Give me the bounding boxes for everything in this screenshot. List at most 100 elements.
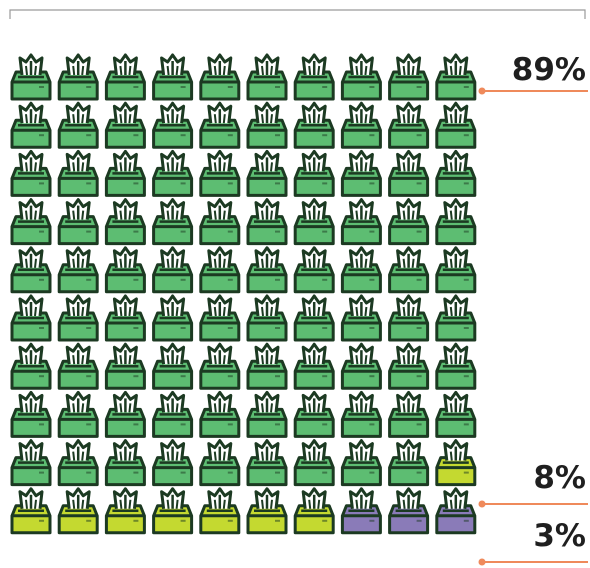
tissue-box-icon: [199, 101, 241, 149]
annotation-dot: [478, 87, 486, 95]
tissue-box-icon: [388, 53, 430, 101]
tissue-box-icon: [340, 390, 382, 438]
tissue-box-icon: [340, 439, 382, 487]
tissue-box-icon: [340, 149, 382, 197]
tissue-box-icon: [435, 246, 477, 294]
tissue-box-icon: [293, 246, 335, 294]
tissue-box-icon: [293, 390, 335, 438]
tissue-box-icon: [340, 487, 382, 535]
tissue-box-icon: [57, 439, 99, 487]
tissue-box-icon: [246, 149, 288, 197]
tissue-box-icon: [10, 198, 52, 246]
tissue-box-icon: [57, 246, 99, 294]
tissue-box-icon: [435, 342, 477, 390]
tissue-box-icon: [388, 342, 430, 390]
tissue-box-icon: [104, 390, 146, 438]
tissue-box-icon: [152, 246, 194, 294]
tissue-box-icon: [293, 101, 335, 149]
tissue-box-icon: [435, 487, 477, 535]
tissue-box-icon: [435, 101, 477, 149]
tissue-box-icon: [388, 439, 430, 487]
tissue-box-icon: [340, 342, 382, 390]
tissue-box-icon: [104, 439, 146, 487]
tissue-box-icon: [57, 487, 99, 535]
tissue-box-icon: [388, 246, 430, 294]
percent-label: 3%: [533, 518, 586, 554]
tissue-box-icon: [246, 342, 288, 390]
tissue-box-icon: [152, 390, 194, 438]
annotation-dot: [478, 558, 486, 566]
tissue-box-icon: [10, 390, 52, 438]
tissue-box-icon: [10, 439, 52, 487]
tissue-box-icon: [388, 101, 430, 149]
tissue-box-icon: [340, 198, 382, 246]
tissue-box-icon: [199, 149, 241, 197]
tissue-box-icon: [57, 198, 99, 246]
tissue-box-icon: [152, 53, 194, 101]
tissue-box-icon: [246, 390, 288, 438]
percent-label: 89%: [512, 52, 586, 88]
tissue-box-icon: [388, 198, 430, 246]
tissue-box-icon: [293, 198, 335, 246]
tissue-box-icon: [10, 101, 52, 149]
tissue-box-icon: [435, 390, 477, 438]
waffle-icons: [10, 53, 477, 535]
tissue-box-icon: [246, 487, 288, 535]
tissue-box-icon: [388, 487, 430, 535]
tissue-box-icon: [57, 53, 99, 101]
tissue-box-icon: [199, 294, 241, 342]
tissue-box-icon: [57, 390, 99, 438]
tissue-box-icon: [340, 53, 382, 101]
tissue-box-icon: [293, 149, 335, 197]
tissue-box-icon: [104, 294, 146, 342]
tissue-box-icon: [199, 246, 241, 294]
tissue-box-icon: [246, 198, 288, 246]
tissue-box-icon: [199, 342, 241, 390]
tissue-box-icon: [388, 294, 430, 342]
tissue-box-icon: [246, 294, 288, 342]
tissue-box-icon: [10, 487, 52, 535]
tissue-box-icon: [104, 246, 146, 294]
tissue-box-icon: [246, 101, 288, 149]
tissue-box-icon: [57, 342, 99, 390]
tissue-box-icon: [199, 487, 241, 535]
tissue-box-icon: [104, 101, 146, 149]
tissue-box-icon: [199, 53, 241, 101]
tissue-box-icon: [10, 294, 52, 342]
tissue-box-icon: [199, 390, 241, 438]
tissue-box-icon: [293, 53, 335, 101]
tissue-box-icon: [10, 53, 52, 101]
tissue-box-icon: [104, 53, 146, 101]
tissue-box-icon: [435, 294, 477, 342]
tissue-box-icon: [152, 439, 194, 487]
tissue-box-icon: [57, 101, 99, 149]
tissue-box-icon: [104, 342, 146, 390]
tissue-box-icon: [293, 342, 335, 390]
tissue-box-icon: [388, 390, 430, 438]
tissue-box-icon: [293, 439, 335, 487]
tissue-box-icon: [104, 149, 146, 197]
tissue-box-icon: [57, 294, 99, 342]
tissue-box-icon: [152, 101, 194, 149]
tissue-box-icon: [246, 439, 288, 487]
tissue-box-icon: [388, 149, 430, 197]
annotations: 89% 8% 3%: [478, 52, 588, 566]
percent-label: 8%: [533, 460, 586, 496]
tissue-box-icon: [10, 149, 52, 197]
tissue-box-icon: [246, 246, 288, 294]
tissue-box-icon: [293, 487, 335, 535]
tissue-box-icon: [435, 198, 477, 246]
tissue-box-icon: [199, 198, 241, 246]
tissue-box-icon: [246, 53, 288, 101]
tissue-box-icon: [152, 342, 194, 390]
tissue-box-icon: [10, 342, 52, 390]
tissue-box-icon: [152, 294, 194, 342]
top-bracket: [9, 9, 586, 19]
tissue-box-icon: [340, 246, 382, 294]
tissue-box-icon: [104, 487, 146, 535]
tissue-box-icon: [435, 149, 477, 197]
tissue-box-icon: [152, 487, 194, 535]
tissue-box-icon: [340, 294, 382, 342]
tissue-box-icon: [57, 149, 99, 197]
